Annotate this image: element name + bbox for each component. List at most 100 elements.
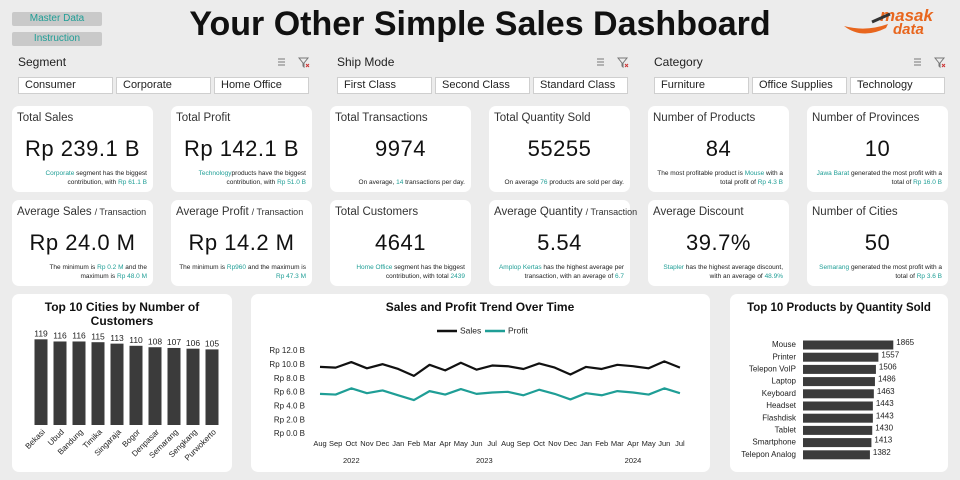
kpi-note: Amplop Kertas has the highest average pe… (497, 263, 624, 281)
multi-select-icon[interactable] (274, 56, 286, 68)
multi-select-icon[interactable] (593, 56, 605, 68)
kpi-title: Total Profit (176, 112, 230, 124)
chart-title: Top 10 Products by Quantity Sold (747, 302, 931, 314)
logo-pan (844, 24, 888, 34)
bar (91, 342, 105, 425)
bar (803, 413, 873, 423)
bar (803, 425, 873, 435)
x-tick-label: Sep (517, 439, 530, 448)
legend-label: Profit (508, 325, 528, 335)
kpi-card: Number of Products 84 The most profitable … (648, 106, 789, 192)
kpi-title: Average Quantity / Transaction (494, 206, 637, 218)
kpi-title: Average Sales / Transaction (17, 206, 146, 218)
x-tick-label: Bekasi (24, 427, 48, 451)
icon-x (941, 63, 946, 68)
kpi-note-text: and the maximum is (246, 264, 306, 271)
filter-option[interactable]: Standard Class (533, 77, 628, 94)
y-tick-label: Rp 8.0 B (274, 374, 305, 383)
x-tick-label: Oct (345, 439, 358, 448)
kpi-title: Total Customers (335, 206, 418, 218)
kpi-note-highlight: Rp960 (226, 264, 247, 271)
kpi-card: Total Sales Rp 239.1 B Corporate segment h… (12, 106, 153, 192)
kpi-note-highlight: Technology (198, 170, 232, 177)
kpi-card: Average Discount 39.7% Stapler has the hig… (648, 200, 789, 286)
icon-shape (934, 57, 946, 68)
filter-option[interactable]: Home Office (214, 77, 309, 94)
kpi-value: Rp 24.0 M (29, 230, 136, 255)
x-tick-label: Jul (487, 439, 497, 448)
data-label: 116 (53, 331, 67, 341)
x-tick-label: Apr (627, 439, 639, 448)
kpi-card: Average Quantity / Transaction 5.54 Amplop … (489, 200, 637, 286)
filter-option[interactable]: Technology (850, 77, 945, 94)
bar (148, 347, 162, 425)
filter-option[interactable]: Office Supplies (752, 77, 847, 94)
data-label: 105 (205, 339, 219, 349)
filter-option[interactable]: Consumer (18, 77, 113, 94)
kpi-note-highlight: Rp 4.3 B (757, 179, 783, 186)
data-label: 1865 (896, 338, 914, 347)
clear-filter-icon[interactable] (934, 56, 946, 68)
kpi-value: 5.54 (537, 230, 582, 255)
kpi-value: 39.7% (686, 230, 751, 255)
kpi-title-text: Total Profit (176, 112, 231, 124)
kpi-value: 50 (864, 230, 891, 255)
x-tick-label: Aug (501, 439, 514, 448)
data-label: 115 (91, 331, 105, 341)
kpi-note-text: segment has the biggest contribution, wi… (385, 264, 465, 280)
x-tick-label: Feb (595, 439, 608, 448)
clear-filter-icon[interactable] (617, 56, 629, 68)
data-label: 1557 (881, 350, 899, 359)
kpi-note-highlight: Home Office (356, 264, 393, 271)
multi-select-icon[interactable] (910, 56, 922, 68)
bar (803, 450, 870, 460)
filter-option[interactable]: First Class (337, 77, 432, 94)
kpi-title-text: Number of Provinces (812, 112, 920, 124)
kpi-title-text: Average Sales (17, 206, 92, 218)
kpi-note-highlight: 2439 (450, 273, 465, 280)
kpi-note-highlight: Amplop Kertas (498, 264, 542, 271)
filter-option[interactable]: Furniture (654, 77, 749, 94)
kpi-note: Stapler has the highest average discount… (656, 263, 783, 281)
chart: Top 10 Products by Quantity Sold Mouse 186… (741, 302, 931, 460)
kpi-note-text: On average, (358, 179, 397, 186)
filter-option[interactable]: Corporate (116, 77, 211, 94)
x-tick-label: Apr (439, 439, 451, 448)
kpi-note-text: products are sold per day. (547, 179, 624, 186)
chart-card: Top 10 Products by Quantity Sold Mouse 186… (730, 294, 948, 472)
bar (803, 401, 873, 411)
kpi-card: Average Profit / Transaction Rp 14.2 M The … (171, 200, 312, 286)
kpi-note-text: The minimum is (179, 264, 227, 271)
kpi-value: 9974 (375, 136, 426, 161)
icon-shape (617, 57, 629, 68)
chart-card: 119 Bekasi 116 Ubud 116 Bandung 115 Timika 113 Si… (12, 294, 232, 472)
kpi-note-highlight: Rp 51.0 B (277, 179, 306, 186)
kpi-note-highlight: Jawa Barat (816, 170, 850, 177)
icon-x (624, 63, 629, 68)
kpi-note-text: transactions per day. (403, 179, 465, 186)
clear-filter-icon[interactable] (298, 56, 310, 68)
kpi-value: 84 (705, 136, 732, 161)
kpi-title-text: Total Sales (17, 112, 74, 124)
kpi-card: Total Customers 4641 Home Office segment h… (330, 200, 471, 286)
x-group-label: 2023 (476, 456, 493, 465)
y-tick-label: Telepon Analog (741, 450, 796, 459)
chart-title: Sales and Profit Trend Over Time (386, 300, 575, 314)
data-label: 1413 (874, 436, 892, 445)
chart: 119Bekasi116Ubud116Bandung115Timika113Si… (24, 329, 220, 463)
kpi-note-highlight: Rp 48.0 M (117, 273, 147, 280)
bar (34, 339, 48, 425)
nav-button[interactable]: Master Data (12, 12, 102, 26)
kpi-note-text: generated the most profit with a total o… (849, 264, 942, 280)
nav-button[interactable]: Instruction (12, 32, 102, 46)
kpi-note-text: products have the biggest contribution, … (226, 170, 306, 186)
bar (803, 364, 876, 374)
data-label: 1430 (875, 424, 893, 433)
kpi-title-text: Total Transactions (335, 112, 428, 124)
kpi-note-text: The minimum is (49, 264, 98, 271)
x-tick-label: May (454, 439, 468, 448)
bar (205, 349, 219, 425)
kpi-title-text: Number of Cities (812, 206, 898, 218)
icon-x (305, 63, 310, 68)
filter-option[interactable]: Second Class (435, 77, 530, 94)
